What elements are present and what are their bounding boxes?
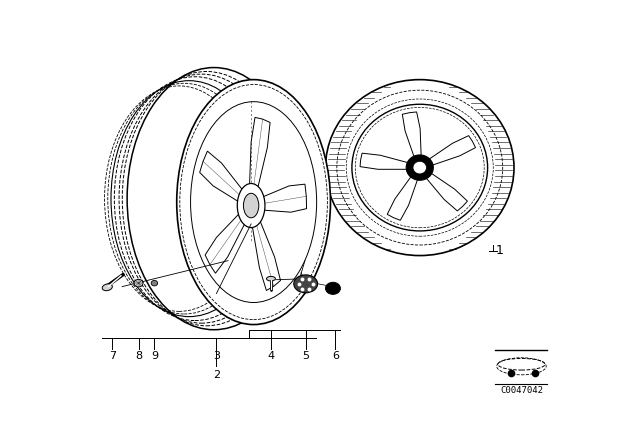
- Ellipse shape: [326, 282, 340, 294]
- Text: 4: 4: [268, 352, 275, 362]
- Ellipse shape: [326, 80, 514, 255]
- Ellipse shape: [151, 280, 157, 286]
- Ellipse shape: [102, 284, 113, 291]
- Ellipse shape: [177, 80, 330, 324]
- Text: 6: 6: [332, 352, 339, 362]
- Ellipse shape: [191, 102, 317, 302]
- Ellipse shape: [352, 104, 488, 231]
- Text: 7: 7: [109, 352, 116, 362]
- Text: 9: 9: [151, 352, 158, 362]
- Text: 2: 2: [213, 370, 220, 380]
- Ellipse shape: [406, 155, 433, 180]
- Ellipse shape: [266, 276, 275, 281]
- Ellipse shape: [294, 275, 317, 293]
- Ellipse shape: [413, 161, 426, 174]
- Ellipse shape: [134, 280, 143, 287]
- Text: 5: 5: [302, 352, 309, 362]
- Text: 1: 1: [495, 244, 504, 257]
- Text: C0047042: C0047042: [500, 386, 543, 395]
- Ellipse shape: [243, 193, 259, 218]
- Ellipse shape: [237, 184, 265, 228]
- Text: 8: 8: [135, 352, 142, 362]
- Text: 3: 3: [213, 352, 220, 362]
